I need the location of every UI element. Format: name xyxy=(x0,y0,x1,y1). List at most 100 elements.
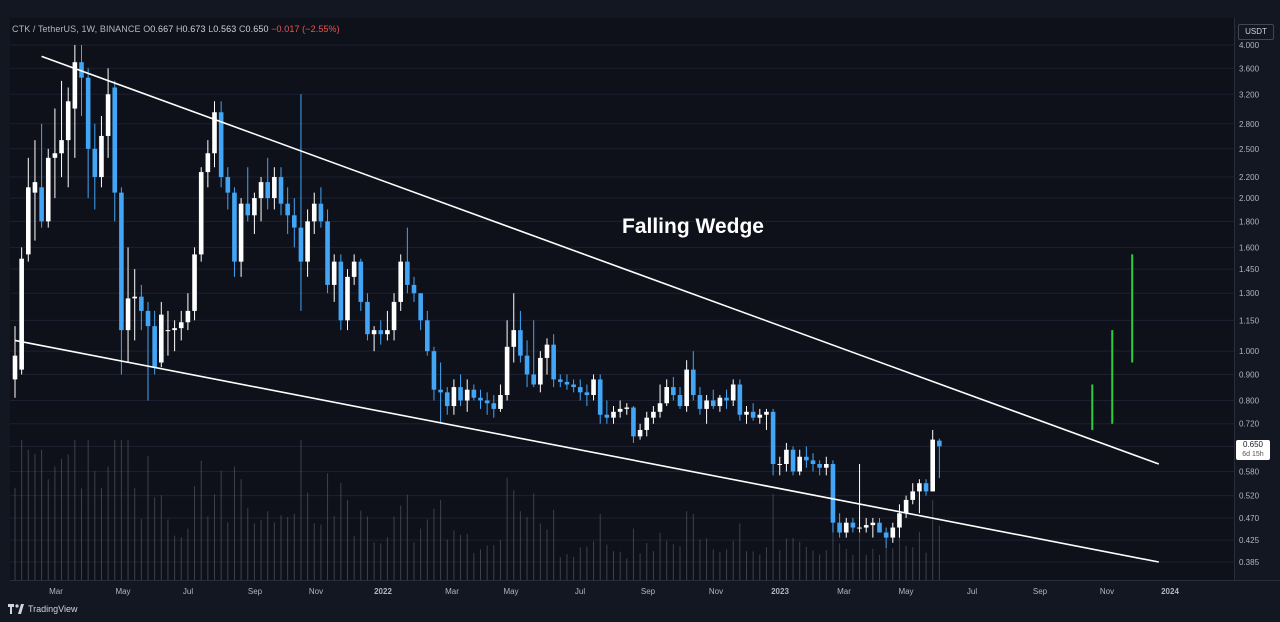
candle-body xyxy=(132,296,137,299)
candle-body xyxy=(518,330,523,356)
price-scale[interactable]: 4.000 3.600 3.200 2.800 2.500 2.200 2.000 1.800… xyxy=(1234,18,1280,580)
price-tick-label: 3.600 xyxy=(1239,64,1260,73)
price-tick-label: 1.150 xyxy=(1239,316,1260,325)
candle-body xyxy=(185,310,191,323)
candle-body xyxy=(12,355,18,380)
candle-body xyxy=(730,384,736,401)
price-tick-label: 1.800 xyxy=(1239,217,1260,226)
candle-body xyxy=(863,525,869,528)
candle-body xyxy=(784,449,789,465)
candle-body xyxy=(804,456,809,461)
time-tick-label: Mar xyxy=(445,587,459,596)
candle-body xyxy=(757,414,763,418)
candle-body xyxy=(591,379,596,396)
candle-body xyxy=(717,397,723,407)
price-tick-label: 0.720 xyxy=(1239,420,1260,429)
candle-body xyxy=(365,301,370,335)
candle-body xyxy=(551,344,556,380)
candle-body xyxy=(571,384,576,388)
candle-body xyxy=(45,157,51,222)
candle-body xyxy=(418,293,423,321)
price-tick-label: 3.200 xyxy=(1239,90,1260,99)
symbol-label[interactable]: CTK / TetherUS, 1W, BINANCE xyxy=(12,24,141,34)
candle-body xyxy=(677,395,683,407)
candle-body xyxy=(684,369,689,407)
candle-body xyxy=(664,387,669,404)
volume-layer xyxy=(14,440,940,580)
candle-body xyxy=(897,513,902,528)
candle-body xyxy=(617,408,623,412)
candle-body xyxy=(125,298,131,331)
price-tick-label: 0.470 xyxy=(1239,514,1260,523)
candle-body xyxy=(770,411,776,465)
current-price-label: 0.650 6d 15h xyxy=(1236,440,1270,460)
price-tick-label: 2.800 xyxy=(1239,120,1260,129)
candlestick-chart[interactable] xyxy=(10,18,1234,580)
candle-body xyxy=(139,296,144,311)
candle-body xyxy=(890,527,896,538)
candle-body xyxy=(245,203,251,216)
tradingview-wordmark: TradingView xyxy=(28,604,78,614)
candle-body xyxy=(218,112,224,178)
candle-body xyxy=(451,387,457,407)
open-label: O xyxy=(143,24,151,34)
candle-body xyxy=(285,203,290,216)
candle-body xyxy=(750,411,756,418)
candle-body xyxy=(272,177,277,199)
candle-body xyxy=(697,395,703,409)
candle-body xyxy=(710,400,716,407)
candle-body xyxy=(371,330,377,335)
candle-body xyxy=(172,328,177,331)
time-tick-label: Jul xyxy=(575,587,585,596)
grid-layer xyxy=(10,44,1234,563)
candle-body xyxy=(65,101,71,141)
candle-body xyxy=(471,389,477,398)
candle-body xyxy=(564,381,570,385)
current-price-value: 0.650 xyxy=(1242,440,1264,449)
time-scale[interactable]: Mar May Jul Sep Nov 2022 Mar May Jul Sep Nov 2023 Ma… xyxy=(10,580,1280,601)
pattern-annotation: Falling Wedge xyxy=(622,215,764,238)
candle-body xyxy=(331,261,337,285)
candle-body xyxy=(790,449,796,472)
candle-body xyxy=(232,192,237,262)
low-value: 0.563 xyxy=(213,24,237,34)
change-value: −0.017 (−2.55%) xyxy=(271,24,340,34)
time-axis: Mar May Jul Sep Nov 2022 Mar May Jul Sep Nov 2023 Ma… xyxy=(49,587,1179,596)
currency-button[interactable]: USDT xyxy=(1238,24,1274,40)
candle-body xyxy=(624,407,630,409)
time-tick-label: 2022 xyxy=(374,587,392,596)
candle-body xyxy=(923,483,929,492)
candle-body xyxy=(212,112,217,154)
price-tick-label: 1.600 xyxy=(1239,243,1260,252)
candle-body xyxy=(478,397,483,401)
candle-body xyxy=(72,62,78,109)
candle-body xyxy=(843,522,849,533)
candle-body xyxy=(498,395,503,409)
candle-body xyxy=(378,330,384,335)
candle-body xyxy=(225,177,231,193)
candle-body xyxy=(305,221,310,262)
candle-body xyxy=(32,182,38,193)
candle-body xyxy=(704,400,709,409)
high-label: H xyxy=(175,24,183,34)
tradingview-logo[interactable]: TradingView xyxy=(8,604,78,614)
time-tick-label: Mar xyxy=(49,587,63,596)
candle-body xyxy=(538,357,543,385)
candle-body xyxy=(19,258,24,370)
candle-body xyxy=(604,414,610,418)
trend-layer xyxy=(14,55,1160,563)
candle-body xyxy=(411,284,417,294)
candle-body xyxy=(903,499,909,514)
time-tick-label: Nov xyxy=(709,587,723,596)
chart-panel[interactable] xyxy=(10,18,1234,580)
candle-body xyxy=(883,532,889,538)
candle-body xyxy=(298,227,304,262)
candle-body xyxy=(398,261,403,302)
candle-body xyxy=(358,261,364,302)
candle-body xyxy=(504,346,510,396)
candle-body xyxy=(26,187,31,255)
candle-body xyxy=(531,374,536,385)
price-tick-label: 2.500 xyxy=(1239,145,1260,154)
time-tick-label: May xyxy=(503,587,518,596)
price-tick-label: 4.000 xyxy=(1239,41,1260,50)
